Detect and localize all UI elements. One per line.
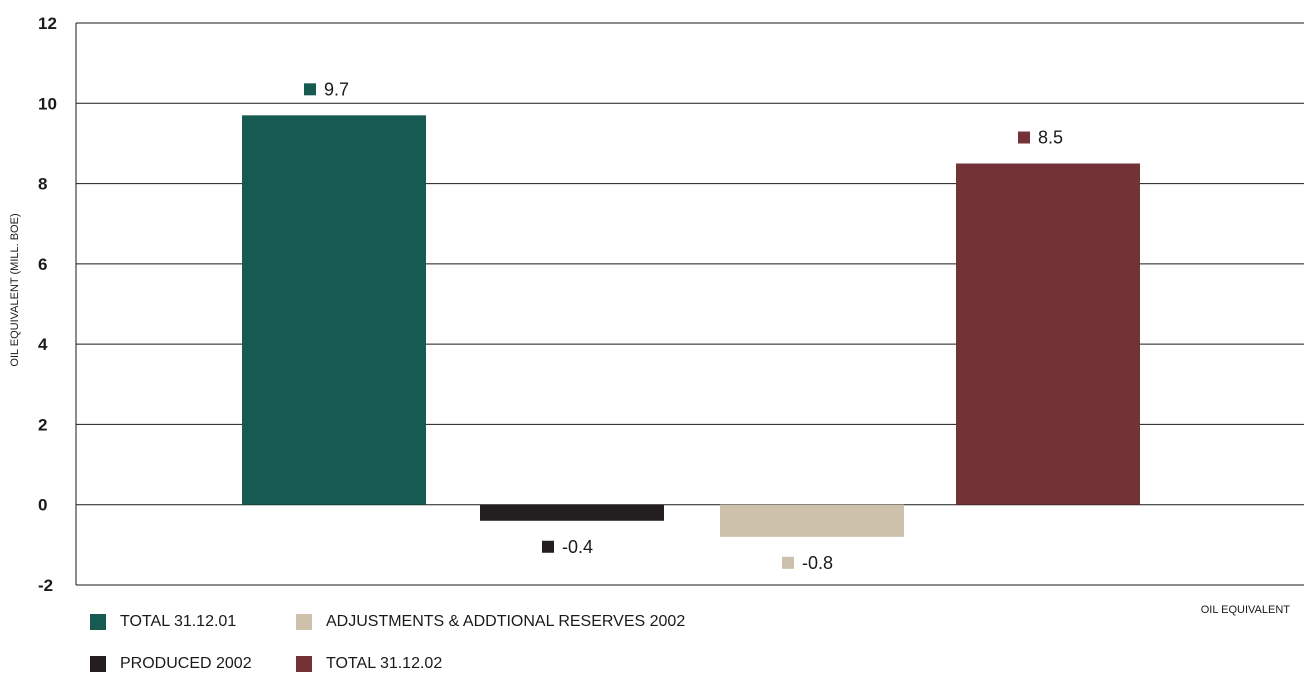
data-label-swatch: [304, 83, 316, 96]
legend-swatch: [296, 614, 312, 630]
data-label: -0.8: [802, 553, 833, 573]
y-tick-label: -2: [38, 576, 53, 595]
y-tick-label: 0: [38, 496, 47, 515]
legend-item-total-2001: TOTAL 31.12.01: [90, 613, 236, 631]
legend-label: ADJUSTMENTS & ADDTIONAL RESERVES 2002: [326, 613, 686, 630]
y-tick-label: 4: [38, 335, 48, 354]
bar: [242, 115, 426, 505]
legend-swatch: [296, 656, 312, 672]
x-axis-label: OIL EQUIVALENT: [1200, 604, 1290, 616]
data-label-swatch: [542, 540, 554, 553]
bar-chart: -2 0 2 4 6 8 10 12 9.7 -0.4 -0.8 8.5 OIL EQUIVALEN…: [9, 14, 1304, 595]
legend-label: TOTAL 31.12.01: [120, 613, 237, 630]
data-labels: 9.7 -0.4 -0.8 8.5: [304, 79, 1063, 573]
bars: [242, 115, 1140, 537]
data-label-swatch: [782, 556, 794, 569]
y-axis-label: OIL EQUIVALENT (MILL. BOE): [9, 213, 21, 366]
legend-swatch: [90, 656, 106, 672]
y-tick-label: 12: [38, 14, 57, 33]
y-tick-label: 8: [38, 175, 47, 194]
y-axis-ticks: -2 0 2 4 6 8 10 12: [38, 14, 57, 595]
data-label-swatch: [1018, 131, 1030, 144]
y-tick-label: 2: [38, 415, 47, 434]
y-tick-label: 10: [38, 94, 57, 113]
data-label: -0.4: [562, 537, 593, 557]
data-label: 8.5: [1038, 128, 1063, 148]
legend-label: PRODUCED 2002: [120, 655, 252, 672]
bar: [480, 504, 664, 521]
bar: [956, 163, 1140, 505]
data-label: 9.7: [324, 79, 349, 99]
legend-swatch: [90, 614, 106, 630]
legend-label: TOTAL 31.12.02: [326, 655, 443, 672]
y-tick-label: 6: [38, 255, 47, 274]
bar: [720, 504, 904, 537]
legend-item-produced-2002: PRODUCED 2002: [90, 655, 252, 673]
legend-item-total-2002: TOTAL 31.12.02: [296, 655, 442, 673]
legend-item-adjustments-2002: ADJUSTMENTS & ADDTIONAL RESERVES 2002: [296, 613, 685, 631]
